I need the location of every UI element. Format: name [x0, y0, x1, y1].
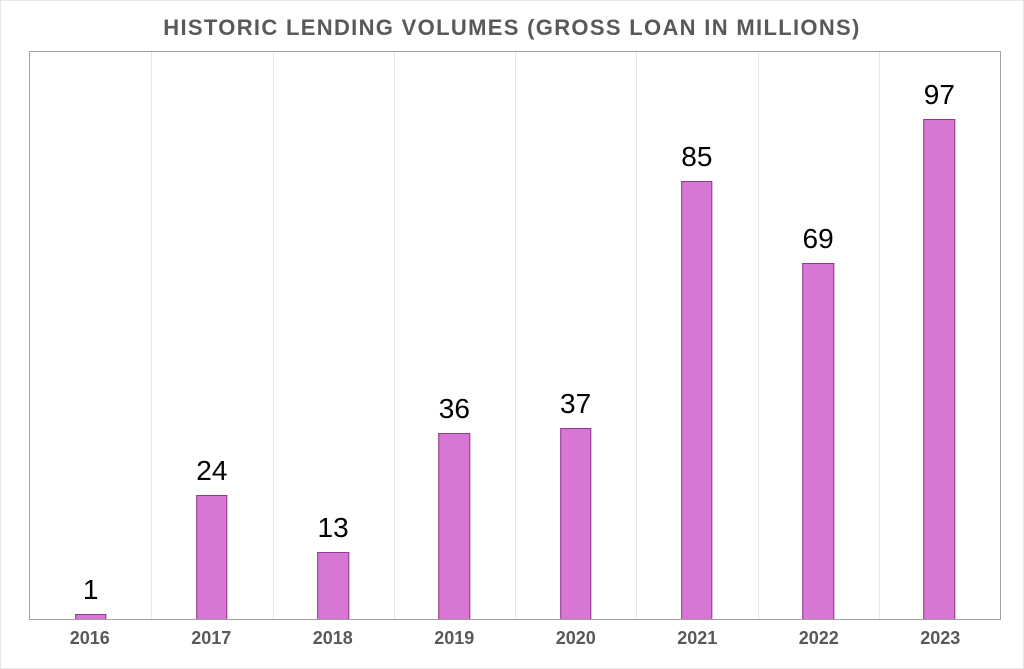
- bar: [317, 552, 349, 619]
- bar-value-label: 69: [803, 223, 834, 255]
- bar-group: 37: [515, 52, 636, 619]
- bar-value-label: 1: [83, 574, 99, 606]
- bar-value-label: 97: [924, 79, 955, 111]
- plot-area: 1 24 13 36 37 85 69 97: [29, 51, 1001, 620]
- bar-value-label: 13: [318, 512, 349, 544]
- chart-title: HISTORIC LENDING VOLUMES (GROSS LOAN IN …: [11, 15, 1013, 41]
- x-axis-label: 2016: [29, 622, 151, 652]
- bar-value-label: 24: [196, 455, 227, 487]
- x-axis: 20162017201820192020202120222023: [29, 622, 1001, 652]
- x-axis-label: 2020: [515, 622, 637, 652]
- bar-group: 97: [879, 52, 1000, 619]
- x-axis-label: 2021: [637, 622, 759, 652]
- bar: [924, 119, 956, 619]
- bar-value-label: 36: [439, 393, 470, 425]
- bar-group: 69: [758, 52, 879, 619]
- bar-group: 1: [30, 52, 151, 619]
- x-axis-label: 2017: [151, 622, 273, 652]
- bar: [802, 263, 834, 619]
- x-axis-label: 2018: [272, 622, 394, 652]
- bar: [196, 495, 228, 619]
- bar-group: 13: [273, 52, 394, 619]
- bar-value-label: 85: [681, 141, 712, 173]
- x-axis-label: 2022: [758, 622, 880, 652]
- chart-container: HISTORIC LENDING VOLUMES (GROSS LOAN IN …: [0, 0, 1024, 669]
- bar-group: 36: [394, 52, 515, 619]
- bar: [439, 433, 471, 619]
- bar: [560, 428, 592, 619]
- bar: [75, 614, 107, 619]
- bar-group: 85: [636, 52, 757, 619]
- x-axis-label: 2019: [394, 622, 516, 652]
- x-axis-label: 2023: [880, 622, 1002, 652]
- bar-group: 24: [151, 52, 272, 619]
- bar-value-label: 37: [560, 388, 591, 420]
- bar: [681, 181, 713, 619]
- plot-outer: 1 24 13 36 37 85 69 97 201620172018201920202021…: [11, 51, 1013, 652]
